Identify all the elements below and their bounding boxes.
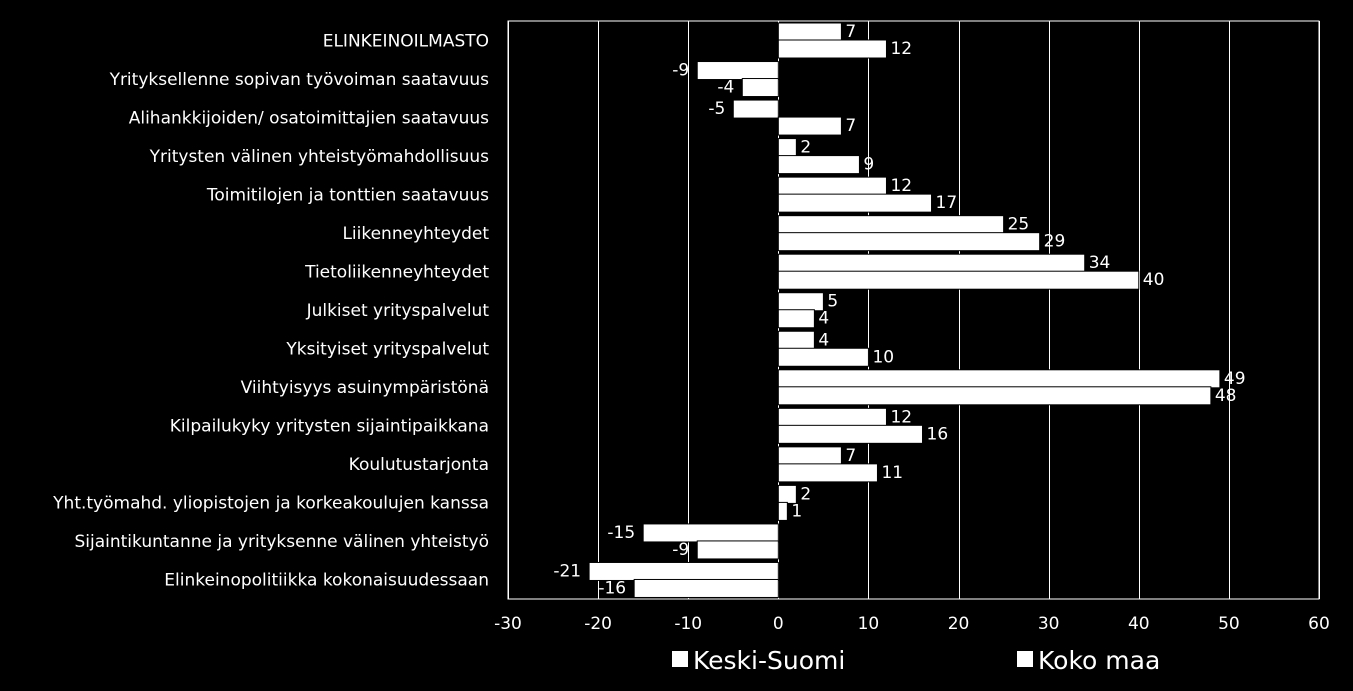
x-tick-label: 0 — [773, 614, 784, 634]
bar-keski-suomi-alihankkijoiden-osatoimittajien-saatavuus — [732, 99, 779, 119]
bar-koko-maa-liikenneyhteydet — [777, 232, 1041, 252]
bar-koko-maa-toimitilojen-ja-tonttien-saatavuus — [777, 193, 933, 213]
data-label-koko-maa-julkiset-yrityspalvelut: 4 — [818, 309, 829, 329]
bar-keski-suomi-julkiset-yrityspalvelut — [777, 292, 824, 312]
bar-keski-suomi-yrityksellenne-sopivan-työvoiman-saatavuus — [696, 61, 779, 81]
x-tick-label: 10 — [858, 614, 880, 634]
data-label-keski-suomi-julkiset-yrityspalvelut: 5 — [827, 292, 838, 312]
category-label-liikenneyhteydet: Liikenneyhteydet — [342, 224, 489, 244]
bar-keski-suomi-sijaintikuntanne-ja-yrityksenne-välinen-yhteistyö — [642, 523, 779, 543]
data-label-keski-suomi-kilpailukyky-yritysten-sijaintipaikkana: 12 — [890, 407, 912, 427]
data-label-koko-maa-yrityksellenne-sopivan-työvoiman-saatavuus: -4 — [717, 78, 734, 98]
bar-keski-suomi-tietoliikenneyhteydet — [777, 253, 1086, 273]
category-label-yksityiset-yrityspalvelut: Yksityiset yrityspalvelut — [285, 340, 489, 360]
category-label-elinkeinoilmasto: ELINKEINOILMASTO — [323, 31, 489, 51]
data-label-keski-suomi-sijaintikuntanne-ja-yrityksenne-välinen-yhteistyö: -15 — [607, 523, 635, 543]
data-label-koko-maa-alihankkijoiden-osatoimittajien-saatavuus: 7 — [845, 116, 856, 136]
gridlines — [507, 20, 1320, 600]
bar-koko-maa-alihankkijoiden-osatoimittajien-saatavuus — [777, 116, 842, 136]
category-label-julkiset-yrityspalvelut: Julkiset yrityspalvelut — [306, 301, 490, 321]
category-label-koulutustarjonta: Koulutustarjonta — [349, 455, 489, 475]
data-label-koko-maa-liikenneyhteydet: 29 — [1044, 232, 1066, 252]
category-label-yritysten-välinen-yhteistyömahdollisuus: Yritysten välinen yhteistyömahdollisuus — [149, 147, 490, 167]
bar-keski-suomi-viihtyisyys-asuinympäristönä — [777, 369, 1221, 389]
data-label-koko-maa-tietoliikenneyhteydet: 40 — [1143, 270, 1165, 290]
data-label-keski-suomi-elinkeinoilmasto: 7 — [845, 22, 856, 42]
data-label-koko-maa-elinkeinopolitiikka-kokonaisuudessaan: -16 — [598, 578, 626, 598]
x-tick-label: -20 — [584, 614, 612, 634]
bar-koko-maa-koulutustarjonta — [777, 463, 878, 483]
bar-koko-maa-yrityksellenne-sopivan-työvoiman-saatavuus — [741, 78, 779, 98]
bar-keski-suomi-toimitilojen-ja-tonttien-saatavuus — [777, 176, 887, 196]
category-label-yrityksellenne-sopivan-työvoiman-saatavuus: Yrityksellenne sopivan työvoiman saatavu… — [109, 70, 490, 90]
bar-koko-maa-yksityiset-yrityspalvelut — [777, 347, 869, 367]
category-label-alihankkijoiden-osatoimittajien-saatavuus: Alihankkijoiden/ osatoimittajien saatavu… — [129, 108, 489, 128]
x-tick-labels: -30 -20 -10 0 10 20 30 40 50 60 — [494, 614, 1330, 634]
category-label-kilpailukyky-yritysten-sijaintipaikkana: Kilpailukyky yritysten sijaintipaikkana — [170, 417, 489, 437]
data-label-keski-suomi-tietoliikenneyhteydet: 34 — [1089, 253, 1111, 273]
plot-border — [507, 20, 1320, 600]
bar-koko-maa-elinkeinopolitiikka-kokonaisuudessaan — [633, 578, 779, 598]
x-tick-label: 30 — [1038, 614, 1060, 634]
legend-swatch-koko-maa — [1017, 651, 1033, 667]
data-label-keski-suomi-yht-työmahd-yliopistojen-ja-korkeakoulujen-kanssa: 2 — [800, 484, 811, 504]
bar-koko-maa-tietoliikenneyhteydet — [777, 270, 1140, 290]
legend-swatch-keski-suomi — [672, 651, 688, 667]
bar-keski-suomi-elinkeinoilmasto — [777, 22, 842, 42]
data-label-koko-maa-koulutustarjonta: 11 — [881, 463, 903, 483]
data-label-koko-maa-toimitilojen-ja-tonttien-saatavuus: 17 — [936, 193, 958, 213]
category-label-yht-työmahd-yliopistojen-ja-korkeakoulujen-kanssa: Yht.työmahd. yliopistojen ja korkeakoulu… — [52, 494, 489, 514]
category-label-toimitilojen-ja-tonttien-saatavuus: Toimitilojen ja tonttien saatavuus — [206, 185, 489, 205]
data-label-koko-maa-yksityiset-yrityspalvelut: 10 — [872, 347, 894, 367]
bar-koko-maa-yht-työmahd-yliopistojen-ja-korkeakoulujen-kanssa — [777, 501, 788, 521]
data-label-koko-maa-viihtyisyys-asuinympäristönä: 48 — [1215, 386, 1237, 406]
bar-koko-maa-elinkeinoilmasto — [777, 39, 887, 59]
legend-label-keski-suomi: Keski-Suomi — [693, 646, 845, 675]
data-labels: 712-9-4-57291217252934405441049481216711… — [553, 22, 1245, 598]
data-label-keski-suomi-yrityksellenne-sopivan-työvoiman-saatavuus: -9 — [672, 61, 689, 81]
legend: Keski-Suomi Koko maa — [672, 646, 1160, 675]
x-tick-label: -10 — [674, 614, 702, 634]
x-tick-label: 50 — [1218, 614, 1240, 634]
data-label-keski-suomi-toimitilojen-ja-tonttien-saatavuus: 12 — [890, 176, 912, 196]
bar-koko-maa-julkiset-yrityspalvelut — [777, 309, 815, 329]
bar-keski-suomi-koulutustarjonta — [777, 446, 842, 466]
data-label-koko-maa-yht-työmahd-yliopistojen-ja-korkeakoulujen-kanssa: 1 — [791, 501, 802, 521]
data-label-keski-suomi-liikenneyhteydet: 25 — [1008, 215, 1030, 235]
bar-koko-maa-yritysten-välinen-yhteistyömahdollisuus — [777, 155, 860, 175]
category-label-tietoliikenneyhteydet: Tietoliikenneyhteydet — [304, 262, 489, 282]
data-label-keski-suomi-elinkeinopolitiikka-kokonaisuudessaan: -21 — [553, 561, 581, 581]
bar-keski-suomi-yritysten-välinen-yhteistyömahdollisuus — [777, 138, 797, 158]
x-tick-label: 40 — [1128, 614, 1150, 634]
x-tick-label: 60 — [1308, 614, 1330, 634]
category-labels: ELINKEINOILMASTO Yrityksellenne sopivan t… — [52, 31, 489, 590]
bar-keski-suomi-kilpailukyky-yritysten-sijaintipaikkana — [777, 407, 887, 427]
category-label-elinkeinopolitiikka-kokonaisuudessaan: Elinkeinopolitiikka kokonaisuudessaan — [164, 571, 489, 591]
x-tick-label: 20 — [948, 614, 970, 634]
bar-koko-maa-kilpailukyky-yritysten-sijaintipaikkana — [777, 424, 924, 444]
bar-koko-maa-sijaintikuntanne-ja-yrityksenne-välinen-yhteistyö — [696, 540, 779, 560]
x-tick-label: -30 — [494, 614, 522, 634]
data-label-keski-suomi-yksityiset-yrityspalvelut: 4 — [818, 330, 829, 350]
data-label-keski-suomi-viihtyisyys-asuinympäristönä: 49 — [1224, 369, 1246, 389]
data-label-koko-maa-kilpailukyky-yritysten-sijaintipaikkana: 16 — [927, 424, 949, 444]
legend-label-koko-maa: Koko maa — [1038, 646, 1160, 675]
data-label-koko-maa-yritysten-välinen-yhteistyömahdollisuus: 9 — [863, 155, 874, 175]
bar-keski-suomi-liikenneyhteydet — [777, 215, 1005, 235]
data-label-keski-suomi-koulutustarjonta: 7 — [845, 446, 856, 466]
bar-keski-suomi-yksityiset-yrityspalvelut — [777, 330, 815, 350]
bars — [588, 22, 1221, 598]
category-label-viihtyisyys-asuinympäristönä: Viihtyisyys asuinympäristönä — [241, 378, 489, 398]
data-label-koko-maa-elinkeinoilmasto: 12 — [890, 39, 912, 59]
data-label-keski-suomi-yritysten-välinen-yhteistyömahdollisuus: 2 — [800, 138, 811, 158]
category-label-sijaintikuntanne-ja-yrityksenne-välinen-yhteistyö: Sijaintikuntanne ja yrityksenne välinen … — [74, 532, 489, 552]
bar-koko-maa-viihtyisyys-asuinympäristönä — [777, 386, 1212, 406]
data-label-koko-maa-sijaintikuntanne-ja-yrityksenne-välinen-yhteistyö: -9 — [672, 540, 689, 560]
data-label-keski-suomi-alihankkijoiden-osatoimittajien-saatavuus: -5 — [708, 99, 725, 119]
